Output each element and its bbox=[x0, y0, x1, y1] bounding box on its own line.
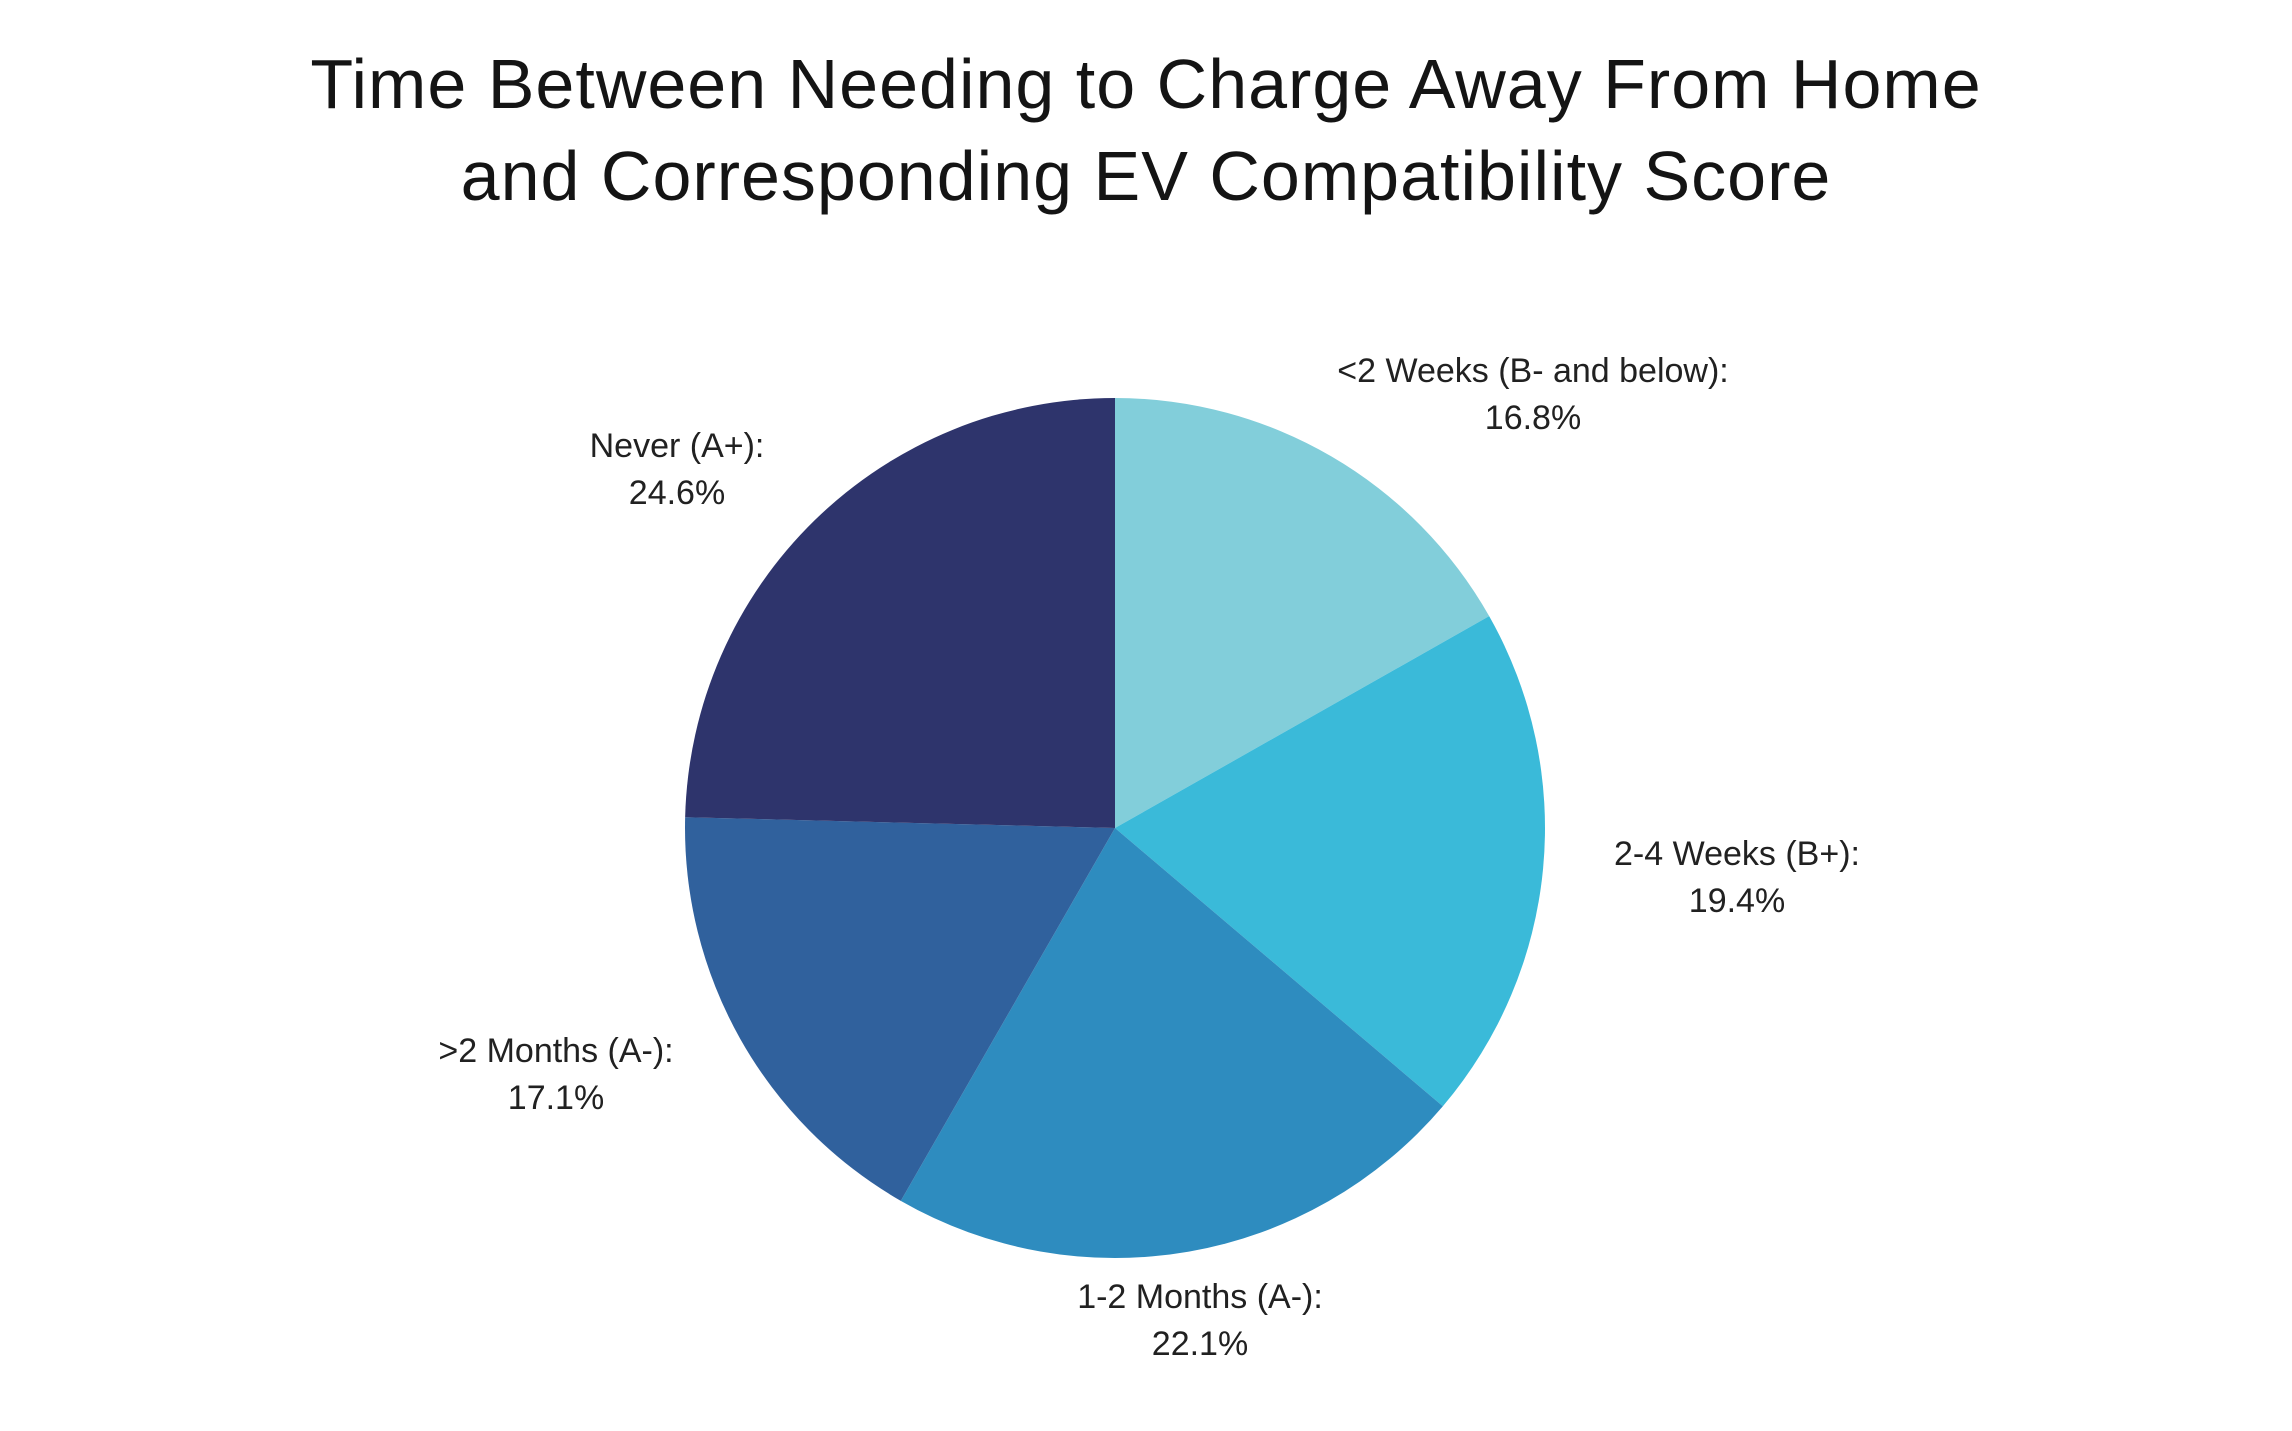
slice-label-2-4-weeks: 2-4 Weeks (B+): 19.4% bbox=[1614, 831, 1860, 925]
slice-label-text: 2-4 Weeks (B+): bbox=[1614, 835, 1860, 873]
slice-value-text: 16.8% bbox=[1484, 399, 1582, 437]
chart-title-line-2: and Corresponding EV Compatibility Score bbox=[460, 137, 1832, 215]
slice-value-text: 19.4% bbox=[1688, 882, 1786, 920]
chart-title: Time Between Needing to Charge Away From… bbox=[0, 38, 2292, 222]
pie-slice-4 bbox=[685, 398, 1115, 828]
slice-value-text: 22.1% bbox=[1151, 1325, 1249, 1363]
slice-label-lt2-weeks: <2 Weeks (B- and below): 16.8% bbox=[1337, 348, 1729, 442]
pie-slice-2 bbox=[900, 828, 1443, 1258]
pie-slice-3 bbox=[685, 817, 1115, 1201]
slice-value-text: 17.1% bbox=[507, 1079, 605, 1117]
chart-title-line-1: Time Between Needing to Charge Away From… bbox=[310, 45, 1982, 123]
slice-label-never: Never (A+): 24.6% bbox=[590, 423, 765, 517]
slice-label-text: <2 Weeks (B- and below): bbox=[1337, 352, 1729, 390]
slice-label-text: >2 Months (A-): bbox=[438, 1032, 674, 1070]
slice-label-text: 1-2 Months (A-): bbox=[1077, 1278, 1323, 1316]
pie-slice-1 bbox=[1115, 616, 1545, 1107]
pie-slice-0 bbox=[1115, 398, 1490, 828]
slice-label-1-2-months: 1-2 Months (A-): 22.1% bbox=[1077, 1274, 1323, 1368]
slice-value-text: 24.6% bbox=[628, 474, 726, 512]
slice-label-text: Never (A+): bbox=[589, 427, 765, 465]
slice-label-gt2-months: >2 Months (A-): 17.1% bbox=[438, 1028, 673, 1122]
